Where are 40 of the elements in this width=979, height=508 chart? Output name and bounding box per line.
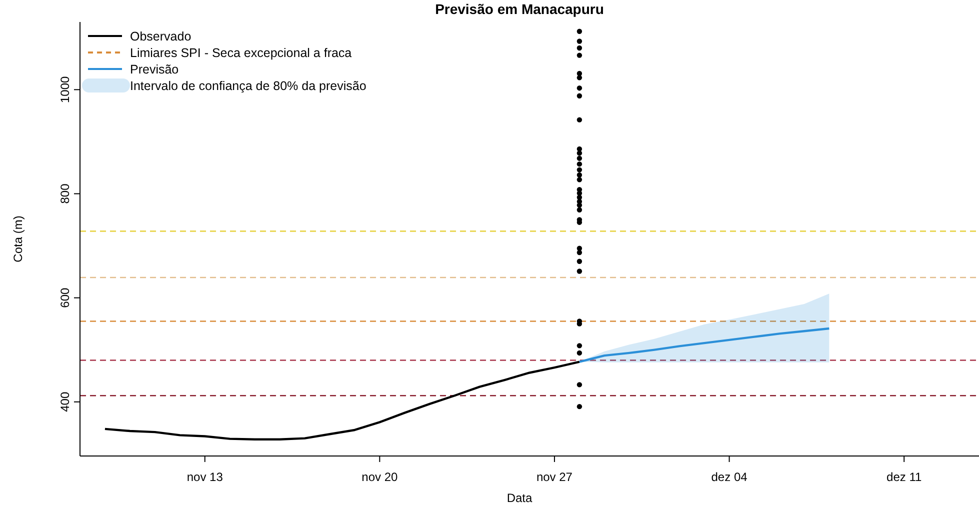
x-tick-label: dez 04: [711, 470, 748, 484]
point: [576, 156, 582, 161]
point: [576, 45, 582, 51]
y-tick-label: 1000: [58, 76, 72, 103]
point: [576, 161, 582, 167]
legend-label: Observado: [130, 30, 192, 44]
point: [576, 150, 582, 156]
point: [576, 52, 582, 58]
x-axis-title: Data: [506, 491, 532, 505]
point: [576, 258, 582, 264]
point: [576, 177, 582, 182]
point: [576, 404, 582, 410]
legend-label: Previsão: [130, 62, 179, 76]
x-tick-label: nov 13: [186, 470, 224, 484]
point: [576, 75, 582, 80]
x-tick-label: nov 27: [536, 470, 573, 484]
line-series: [104, 360, 581, 440]
point: [576, 28, 582, 34]
point: [576, 350, 582, 356]
y-tick-label: 600: [58, 287, 72, 308]
point: [576, 38, 582, 44]
point: [576, 117, 582, 122]
annotation: Intervalo de confiança de 80% da previsão: [130, 79, 366, 93]
point: [576, 93, 582, 98]
y-axis-title: Cota (m): [11, 216, 25, 262]
point: [576, 202, 582, 208]
annotation: Limiares SPI - Seca excepcional a fraca: [130, 46, 352, 60]
line-series: [578, 327, 830, 363]
point: [576, 207, 582, 212]
point: [576, 172, 582, 178]
point: [576, 343, 582, 348]
x-tick-label: dez 11: [886, 470, 922, 484]
point: [576, 268, 582, 274]
x-tick-label: nov 20: [362, 470, 398, 484]
chart-title: Previsão em Manacapuru: [435, 1, 604, 17]
point: [576, 167, 582, 172]
y-tick-label: 400: [58, 392, 72, 412]
point: [576, 85, 582, 91]
point: [576, 382, 582, 388]
y-tick-label: 800: [58, 183, 72, 204]
